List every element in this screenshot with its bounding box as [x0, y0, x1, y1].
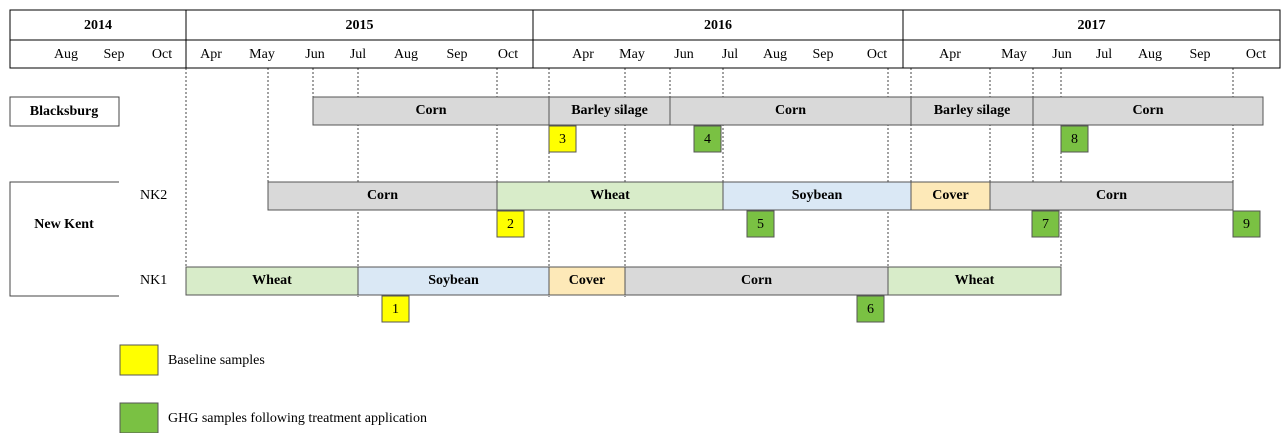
site-box: [9, 181, 119, 297]
sample-label: 3: [559, 132, 566, 147]
crop-label: Barley silage: [934, 103, 1011, 118]
crop-label: Wheat: [252, 273, 292, 288]
legend-swatch: [119, 402, 159, 433]
crop-label: Cover: [932, 188, 969, 203]
crop-label: Corn: [367, 188, 398, 203]
year-label: 2014: [84, 18, 112, 33]
sample-label: 4: [704, 132, 711, 147]
sample-marker: [746, 210, 775, 238]
site-label: New Kent: [34, 217, 94, 232]
crop-label: Wheat: [590, 188, 630, 203]
crop-label: Corn: [775, 103, 806, 118]
sample-label: 8: [1071, 132, 1078, 147]
site-box: [9, 96, 120, 127]
sample-marker: [693, 125, 722, 153]
crop-bar: [624, 266, 889, 296]
month-label: Sep: [104, 47, 125, 62]
sample-marker: [496, 210, 525, 238]
sample-label: 1: [392, 302, 399, 317]
month-label: Sep: [1190, 47, 1211, 62]
year-label: 2015: [346, 18, 374, 33]
crop-label: Corn: [415, 103, 446, 118]
crop-bar: [267, 181, 498, 211]
crop-bar: [887, 266, 1062, 296]
month-label: May: [1001, 47, 1027, 62]
legend-label: GHG samples following treatment applicat…: [168, 411, 427, 426]
month-label: Apr: [572, 47, 594, 62]
crop-label: Barley silage: [571, 103, 648, 118]
plot-label: NK1: [140, 273, 167, 288]
crop-bar: [185, 266, 359, 296]
sample-marker: [1232, 210, 1261, 238]
month-label: Oct: [498, 47, 518, 62]
crop-bar: [548, 266, 626, 296]
sample-label: 6: [867, 302, 874, 317]
crop-label: Corn: [741, 273, 772, 288]
legend-label: Baseline samples: [168, 353, 265, 368]
sample-label: 7: [1042, 217, 1049, 232]
month-label: Oct: [1246, 47, 1266, 62]
month-label: Jun: [1052, 47, 1071, 62]
crop-label: Soybean: [428, 273, 479, 288]
sample-label: 2: [507, 217, 514, 232]
month-label: May: [249, 47, 275, 62]
month-label: Aug: [1138, 47, 1162, 62]
sample-marker: [381, 295, 410, 323]
crop-bar: [312, 96, 550, 126]
month-label: Jun: [674, 47, 693, 62]
site-label: Blacksburg: [30, 104, 98, 119]
month-label: Jul: [350, 47, 366, 62]
month-label: Jul: [722, 47, 738, 62]
year-label: 2016: [704, 18, 732, 33]
crop-label: Cover: [569, 273, 606, 288]
crop-label: Corn: [1132, 103, 1163, 118]
month-label: May: [619, 47, 645, 62]
crop-label: Wheat: [955, 273, 995, 288]
sample-marker: [548, 125, 577, 153]
month-label: Sep: [447, 47, 468, 62]
crop-bar: [989, 181, 1234, 211]
crop-label: Corn: [1096, 188, 1127, 203]
year-label: 2017: [1078, 18, 1106, 33]
crop-bar: [722, 181, 912, 211]
sample-marker: [1031, 210, 1060, 238]
crop-bar: [669, 96, 912, 126]
sample-marker: [1060, 125, 1089, 153]
month-label: Apr: [200, 47, 222, 62]
month-label: Aug: [394, 47, 418, 62]
month-label: Aug: [763, 47, 787, 62]
month-label: Sep: [813, 47, 834, 62]
sample-marker: [856, 295, 885, 323]
legend-swatch: [119, 344, 159, 376]
month-label: Aug: [54, 47, 78, 62]
month-label: Oct: [867, 47, 887, 62]
crop-label: Soybean: [792, 188, 843, 203]
plot-label: NK2: [140, 188, 167, 203]
month-label: Jul: [1096, 47, 1112, 62]
crop-bar: [357, 266, 550, 296]
month-label: Jun: [305, 47, 324, 62]
sample-label: 9: [1243, 217, 1250, 232]
month-label: Apr: [939, 47, 961, 62]
crop-bar: [1032, 96, 1264, 126]
sample-label: 5: [757, 217, 764, 232]
month-label: Oct: [152, 47, 172, 62]
